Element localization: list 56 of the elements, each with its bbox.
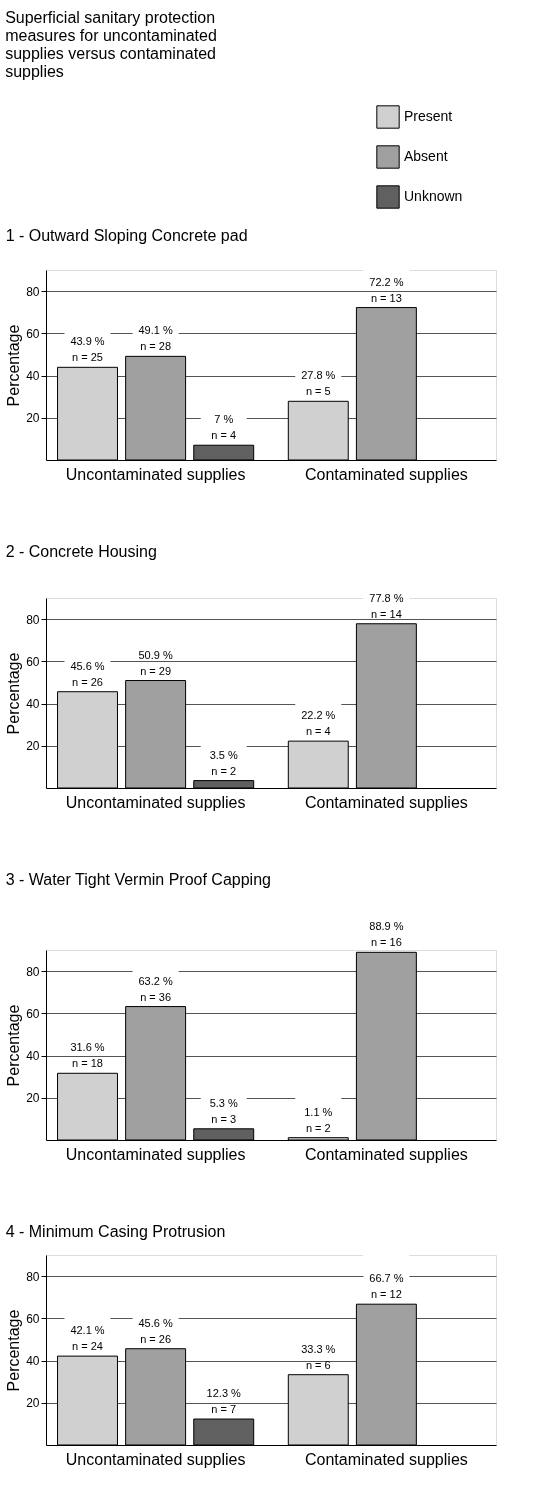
y-tick-label: 80 — [26, 1269, 40, 1284]
legend-label: Unknown — [404, 188, 463, 204]
y-tick-label: 20 — [26, 411, 40, 426]
data-label: 72.2 % n = 13 — [369, 275, 404, 304]
data-label: 22.2 % n = 4 — [301, 709, 336, 738]
y-tick-label: 80 — [26, 964, 40, 979]
y-tick-label: 20 — [26, 1396, 40, 1411]
x-tick-label: Uncontaminated supplies — [65, 1145, 246, 1163]
x-tick-label: Uncontaminated supplies — [65, 793, 246, 811]
x-tick-label: Contaminated supplies — [305, 1145, 468, 1163]
y-tick-label: 80 — [26, 284, 40, 299]
data-label: 12.3 % n = 7 — [206, 1387, 242, 1416]
data-label: 77.8 % n = 14 — [369, 591, 404, 620]
data-label: 1.1 % n = 2 — [304, 1105, 333, 1134]
y-tick-label: 60 — [26, 654, 40, 669]
data-label: 43.9 % n = 25 — [70, 335, 105, 364]
data-label: 50.9 % n = 29 — [138, 648, 173, 677]
chart-title: 1 - Outward Sloping Concrete pad — [5, 226, 248, 244]
data-label: 45.6 % n = 26 — [138, 1316, 173, 1345]
data-label: 5.3 % n = 3 — [209, 1096, 238, 1125]
data-label: 31.6 % n = 18 — [70, 1041, 105, 1070]
chart-title: 4 - Minimum Casing Protrusion — [5, 1223, 226, 1241]
legend-label: Present — [404, 108, 453, 124]
y-tick-label: 60 — [26, 1006, 40, 1021]
data-label: 88.9 % n = 16 — [369, 920, 404, 949]
data-label: 63.2 % n = 36 — [138, 974, 173, 1003]
data-label: 49.1 % n = 28 — [138, 324, 173, 353]
data-label: 7 % n = 4 — [211, 413, 237, 442]
y-axis-title: Percentage — [5, 324, 23, 407]
y-tick-label: 60 — [26, 326, 40, 341]
data-label: 42.1 % n = 24 — [70, 1324, 105, 1353]
x-tick-label: Contaminated supplies — [305, 1450, 468, 1468]
y-tick-label: 40 — [26, 1049, 40, 1064]
chart-title: 3 - Water Tight Vermin Proof Capping — [5, 871, 271, 889]
y-tick-label: 20 — [26, 739, 40, 754]
x-tick-label: Contaminated supplies — [305, 793, 468, 811]
text: Superficial sanitary protection measures for uncontaminated supplies versus contaminated supplies — [5, 9, 217, 80]
y-axis-title: Percentage — [5, 652, 23, 735]
x-tick-label: Contaminated supplies — [305, 465, 468, 483]
y-tick-label: 60 — [26, 1311, 40, 1326]
y-tick-label: 20 — [26, 1091, 40, 1106]
data-label: 3.5 % n = 2 — [209, 748, 238, 777]
data-label: 66.7 % n = 12 — [369, 1272, 404, 1301]
data-label: 33.3 % n = 6 — [301, 1342, 336, 1371]
y-tick-label: 80 — [26, 612, 40, 627]
y-tick-label: 40 — [26, 697, 40, 712]
y-axis-title: Percentage — [5, 1309, 23, 1392]
legend-label: Absent — [404, 148, 448, 164]
x-tick-label: Uncontaminated supplies — [65, 465, 246, 483]
y-tick-label: 40 — [26, 1354, 40, 1369]
chart-title: 2 - Concrete Housing — [5, 542, 157, 560]
y-axis-title: Percentage — [5, 1004, 23, 1087]
y-tick-label: 40 — [26, 369, 40, 384]
x-tick-label: Uncontaminated supplies — [65, 1450, 246, 1468]
data-label: 45.6 % n = 26 — [70, 659, 105, 688]
data-label: 27.8 % n = 5 — [301, 369, 336, 398]
